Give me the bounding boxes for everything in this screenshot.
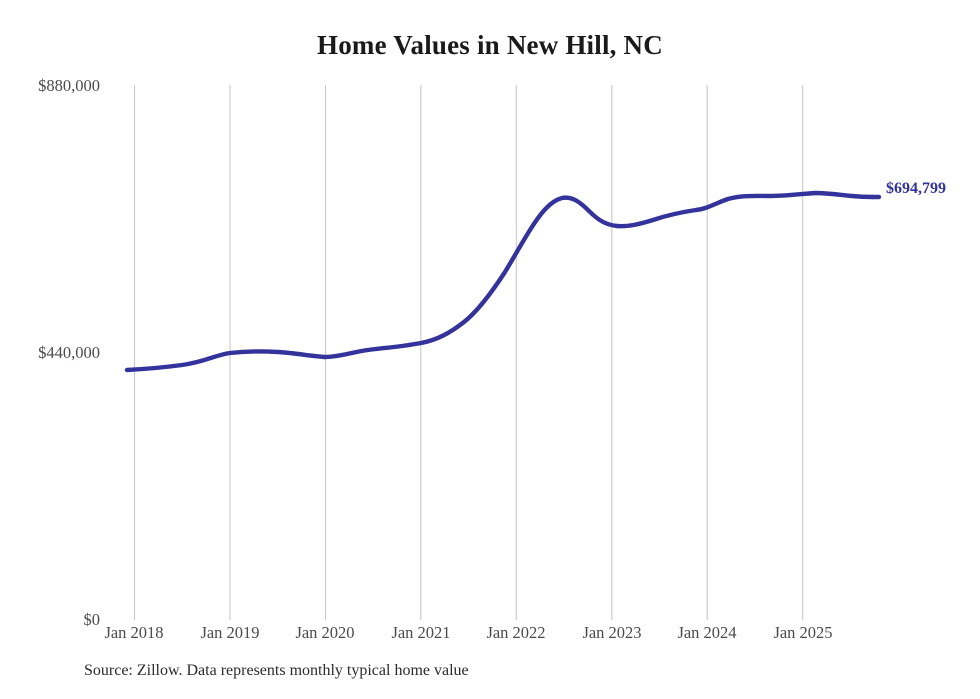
data-line-typical-home-value [124, 190, 876, 373]
end-value-annotation: $694,799 [886, 180, 946, 197]
x-tick-label-2024: Jan 2024 [677, 623, 737, 642]
x-tick-label-2023: Jan 2023 [582, 623, 642, 642]
x-tick-label-2019: Jan 2019 [200, 623, 260, 642]
source-note: Source: Zillow. Data represents monthly … [84, 662, 469, 679]
page-title: Home Values in New Hill, NC [317, 30, 663, 60]
x-tick-label-2025: Jan 2025 [773, 623, 833, 642]
x-tick-label-2021: Jan 2021 [391, 623, 451, 642]
y-tick-label-top: $880,000 [38, 76, 100, 95]
x-tick-label-2018: Jan 2018 [104, 623, 164, 642]
y-tick-label-bottom: $0 [83, 610, 101, 629]
x-tick-label-2022: Jan 2022 [486, 623, 546, 642]
y-tick-label-mid: $440,000 [38, 343, 100, 362]
x-tick-label-2020: Jan 2020 [295, 623, 355, 642]
